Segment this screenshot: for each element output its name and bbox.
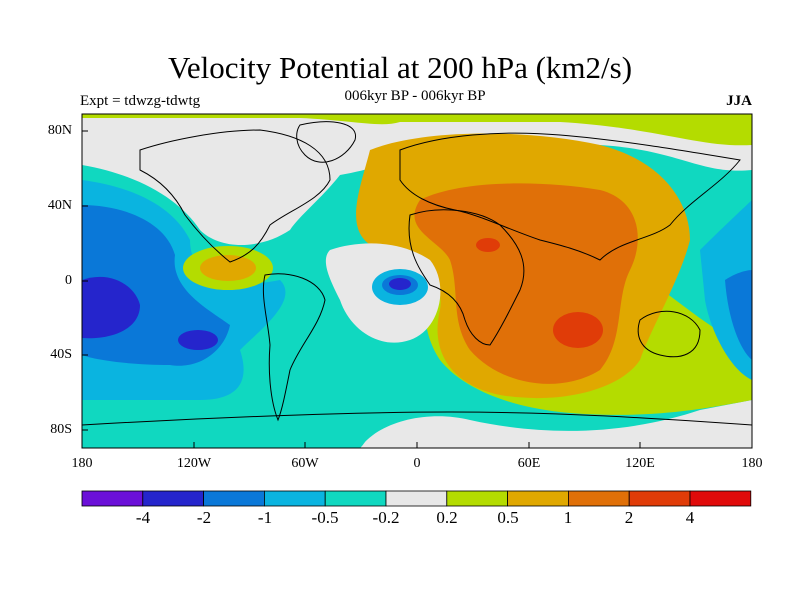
- colorbar-label: 4: [685, 508, 695, 527]
- lat-label-40n: 40N: [47, 198, 72, 213]
- field-cyan-antarctic: [82, 410, 369, 448]
- lon-label-180e: 180: [741, 456, 763, 471]
- lon-label-60e: 60E: [517, 456, 541, 471]
- colorbar-box: [689, 490, 752, 507]
- colorbar-box: [324, 490, 387, 507]
- coastlines: [82, 121, 752, 426]
- colorbar-box: [385, 490, 448, 507]
- field-darkblue-pacific: [82, 276, 140, 339]
- colorbar: [81, 490, 752, 507]
- colorbar-label: -2: [196, 508, 212, 527]
- map-title: Velocity Potential at 200 hPa (km2/s): [167, 50, 633, 85]
- field-gray-south: [360, 400, 752, 448]
- colorbar-box: [628, 490, 691, 507]
- lon-label-180w: 180: [71, 456, 93, 471]
- coast-south-america: [262, 273, 326, 422]
- lon-label-120w: 120W: [176, 456, 212, 471]
- colorbar-box: [263, 490, 326, 507]
- colorbar-label: -1: [257, 508, 273, 527]
- field-red-indian-ocean: [553, 312, 603, 348]
- field-midblue-west-pacific: [725, 270, 752, 360]
- coast-africa: [408, 209, 525, 346]
- coast-europe-asia: [399, 132, 741, 261]
- colorbar-label: -4: [135, 508, 151, 527]
- axis-ticks: [81, 130, 753, 448]
- colorbar-box: [81, 490, 144, 507]
- colorbar-label: 1: [563, 508, 573, 527]
- map-subtitle: 006kyr BP - 006kyr BP: [344, 88, 486, 104]
- colorbar-box: [507, 490, 569, 507]
- coast-australia: [637, 310, 701, 358]
- velocity-potential-field: [82, 114, 752, 448]
- lat-label-0: 0: [65, 273, 72, 288]
- colorbar-box: [568, 490, 630, 507]
- coast-antarctica: [82, 411, 752, 426]
- colorbar-label: -0.2: [372, 508, 400, 527]
- season-label: JJA: [726, 93, 752, 109]
- lat-label-40s: 40S: [50, 347, 72, 362]
- colorbar-label: -0.5: [311, 508, 339, 527]
- colorbar-box: [203, 490, 265, 507]
- colorbar-label: 2: [624, 508, 634, 527]
- lon-label-120e: 120E: [625, 456, 655, 471]
- field-yellow-east-pacific: [200, 255, 256, 281]
- experiment-label: Expt = tdwzg-tdwtg: [80, 93, 201, 109]
- coast-north-america: [139, 129, 331, 263]
- field-darkblue-east-pacific: [178, 330, 218, 350]
- colorbar-box: [142, 490, 205, 507]
- colorbar-label: 0.2: [436, 508, 458, 527]
- field-green-north: [82, 114, 752, 146]
- lat-label-80n: 80N: [47, 123, 72, 138]
- lat-label-80s: 80S: [50, 422, 72, 437]
- lon-label-60w: 60W: [291, 456, 319, 471]
- field-gray-north: [82, 114, 752, 245]
- field-darkblue-gulf-guinea: [389, 278, 411, 290]
- lon-label-0: 0: [413, 456, 421, 471]
- colorbar-box: [446, 490, 508, 507]
- colorbar-label: 0.5: [497, 508, 519, 527]
- field-red-red-sea: [476, 238, 500, 252]
- coast-greenland: [296, 121, 356, 163]
